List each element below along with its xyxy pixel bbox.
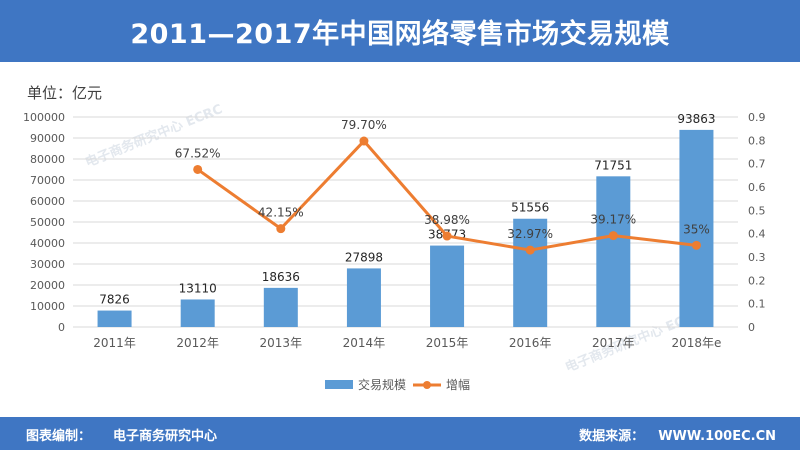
footer-credit: 图表编制： 电子商务研究中心 bbox=[26, 425, 217, 444]
y-left-tick-label: 100000 bbox=[23, 111, 65, 124]
growth-value-label: 79.70% bbox=[341, 118, 387, 132]
growth-value-label: 39.17% bbox=[590, 213, 636, 227]
source-label: 数据来源： bbox=[579, 429, 645, 444]
bar-value-label: 13110 bbox=[179, 281, 217, 295]
growth-point bbox=[608, 231, 618, 241]
y-right-tick-label: 0.5 bbox=[748, 204, 766, 217]
footer-bar: 图表编制： 电子商务研究中心 数据来源： WWW.100EC.CN bbox=[0, 417, 800, 450]
chart-title: 2011—2017年中国网络零售市场交易规模 bbox=[130, 19, 670, 50]
bar bbox=[430, 245, 465, 327]
y-left-tick-label: 80000 bbox=[30, 153, 65, 166]
y-right-tick-label: 0.9 bbox=[748, 111, 766, 124]
y-left-tick-label: 50000 bbox=[30, 216, 65, 229]
growth-value-label: 35% bbox=[683, 222, 710, 236]
growth-point bbox=[691, 240, 701, 250]
x-tick-label: 2015年 bbox=[426, 336, 469, 350]
legend-label-bar: 交易规模 bbox=[358, 377, 406, 392]
y-right-tick-label: 0.8 bbox=[748, 134, 766, 147]
bar bbox=[513, 218, 548, 327]
bar-value-label: 18636 bbox=[262, 270, 300, 284]
y-right-tick-label: 0.4 bbox=[748, 228, 766, 241]
bar-value-label: 71751 bbox=[594, 158, 632, 172]
x-tick-label: 2012年 bbox=[176, 336, 219, 350]
unit-label: 单位：亿元 bbox=[27, 84, 103, 102]
bar bbox=[596, 176, 631, 327]
bar bbox=[97, 310, 132, 327]
growth-point bbox=[525, 245, 535, 255]
source-url[interactable]: WWW.100EC.CN bbox=[658, 429, 776, 444]
y-left-tick-label: 10000 bbox=[30, 300, 65, 313]
y-left-tick-label: 30000 bbox=[30, 258, 65, 271]
bar bbox=[180, 299, 215, 327]
legend-label-line: 增幅 bbox=[446, 377, 470, 392]
y-left-tick-label: 0 bbox=[58, 321, 65, 334]
x-tick-label: 2011年 bbox=[93, 336, 136, 350]
growth-value-label: 42.15% bbox=[258, 206, 304, 220]
growth-point bbox=[359, 136, 369, 146]
y-right-tick-label: 0.6 bbox=[748, 181, 766, 194]
growth-point bbox=[442, 231, 452, 241]
y-left-tick-label: 70000 bbox=[30, 174, 65, 187]
legend-swatch-bar bbox=[325, 380, 353, 389]
legend-marker-line bbox=[423, 381, 431, 389]
x-tick-label: 2014年 bbox=[343, 336, 386, 350]
y-right-tick-label: 0.1 bbox=[748, 298, 766, 311]
compiler-name: 电子商务研究中心 bbox=[113, 429, 218, 444]
y-right-tick-label: 0.2 bbox=[748, 274, 766, 287]
y-right-tick-label: 0 bbox=[748, 321, 755, 334]
growth-value-label: 32.97% bbox=[507, 227, 553, 241]
y-left-tick-label: 90000 bbox=[30, 132, 65, 145]
x-tick-label: 2017年 bbox=[592, 336, 635, 350]
growth-point bbox=[193, 164, 203, 174]
title-bar: 2011—2017年中国网络零售市场交易规模 bbox=[0, 0, 800, 62]
y-right-tick-label: 0.3 bbox=[748, 251, 766, 264]
bar-value-label: 51556 bbox=[511, 201, 549, 215]
growth-point bbox=[276, 224, 286, 234]
compiler-label: 图表编制： bbox=[26, 429, 92, 444]
bar-value-label: 93863 bbox=[677, 112, 715, 126]
y-left-tick-label: 20000 bbox=[30, 279, 65, 292]
growth-value-label: 67.52% bbox=[175, 146, 221, 160]
footer-source: 数据来源： WWW.100EC.CN bbox=[579, 425, 776, 444]
growth-value-label: 38.98% bbox=[424, 213, 470, 227]
y-left-tick-label: 60000 bbox=[30, 195, 65, 208]
bar bbox=[263, 287, 298, 327]
bar bbox=[679, 129, 714, 327]
bar bbox=[346, 268, 381, 327]
bar-value-label: 7826 bbox=[99, 293, 130, 307]
y-right-tick-label: 0.7 bbox=[748, 158, 766, 171]
x-tick-label: 2013年 bbox=[260, 336, 303, 350]
x-tick-label: 2016年 bbox=[509, 336, 552, 350]
bar-value-label: 27898 bbox=[345, 250, 383, 264]
x-tick-label: 2018年e bbox=[671, 336, 721, 350]
y-left-tick-label: 40000 bbox=[30, 237, 65, 250]
